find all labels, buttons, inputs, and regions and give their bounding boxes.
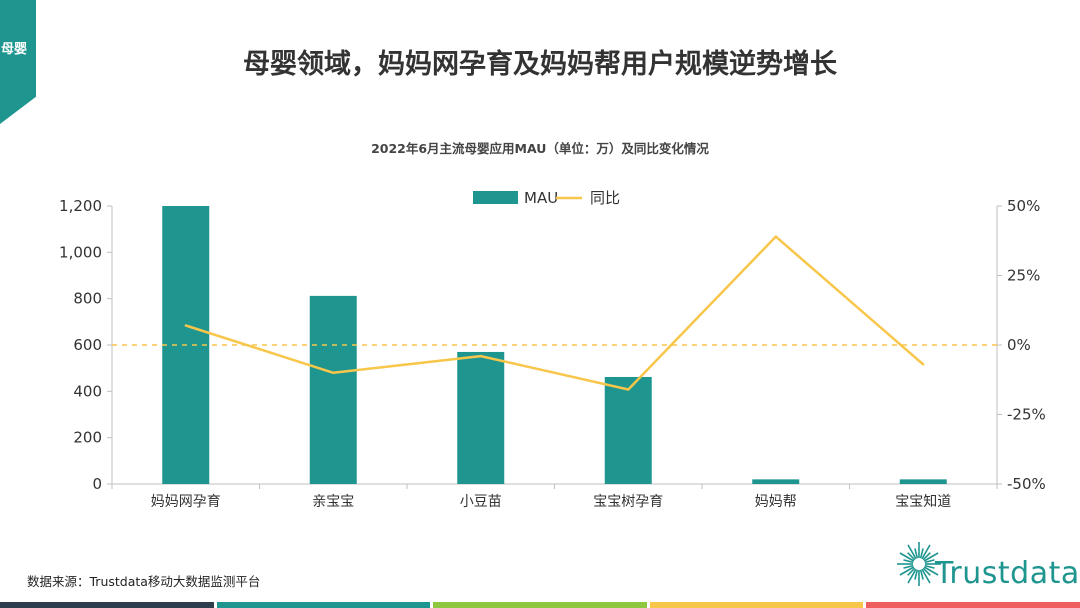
chart-title: 2022年6月主流母婴应用MAU（单位：万）及同比变化情况 (371, 141, 709, 156)
bar-mau (309, 295, 357, 484)
data-source: 数据来源：Trustdata移动大数据监测平台 (27, 574, 261, 589)
legend-label-mau: MAU (524, 189, 558, 207)
y-right-tick-label: -50% (1007, 475, 1046, 493)
x-tick-label: 宝宝知道 (895, 493, 951, 510)
line-point-yoy (627, 388, 630, 391)
y-left-tick-label: 1,000 (59, 243, 102, 261)
bottom-color-bar (0, 602, 1080, 608)
section-tag-label: 母婴 (0, 42, 27, 57)
bottom-bar-segment (0, 602, 214, 608)
bar-mau (899, 479, 947, 484)
legend-swatch-mau (473, 191, 518, 204)
bar-mau (604, 376, 652, 484)
line-point-yoy (922, 363, 925, 366)
y-left-tick-label: 1,200 (59, 197, 102, 215)
logo-text: Trustdata (935, 556, 1080, 591)
x-tick-label: 小豆苗 (460, 494, 502, 510)
y-left-tick-label: 200 (73, 429, 102, 447)
bar-mau (457, 351, 505, 484)
y-left-tick-label: 400 (73, 382, 102, 400)
combo-chart: 0 200 400 600 800 1,000 1,200 -50% -25% 0% 25% 50% 妈… (59, 189, 1046, 510)
line-point-yoy (479, 354, 482, 358)
line-point-yoy (774, 235, 777, 238)
x-tick-label: 宝宝树孕育 (593, 494, 663, 510)
page-title: 母婴领域，妈妈网孕育及妈妈帮用户规模逆势增长 (243, 49, 837, 80)
y-right-tick-label: 25% (1007, 267, 1040, 285)
y-right-tick-label: 50% (1007, 197, 1040, 215)
line-point-yoy (184, 324, 187, 327)
line-point-yoy (332, 371, 335, 374)
legend-label-yoy: 同比 (590, 189, 620, 207)
y-right-tick-label: -25% (1007, 406, 1046, 424)
y-left-tick-label: 800 (73, 290, 102, 308)
trustdata-logo-icon (897, 542, 941, 586)
x-tick-label: 妈妈帮 (755, 494, 797, 510)
bottom-bar-segment (866, 602, 1080, 608)
line-yoy (185, 235, 925, 391)
y-left-tick-label: 0 (92, 475, 102, 493)
bar-mau (752, 479, 800, 484)
y-left-tick-label: 600 (73, 336, 102, 354)
bottom-bar-segment (216, 602, 431, 608)
x-tick-label: 妈妈网孕育 (151, 494, 221, 510)
bottom-bar-segment (433, 602, 647, 608)
bottom-bar-segment (649, 602, 864, 608)
x-tick-label: 亲宝宝 (312, 494, 354, 510)
y-right-tick-label: 0% (1007, 336, 1031, 354)
